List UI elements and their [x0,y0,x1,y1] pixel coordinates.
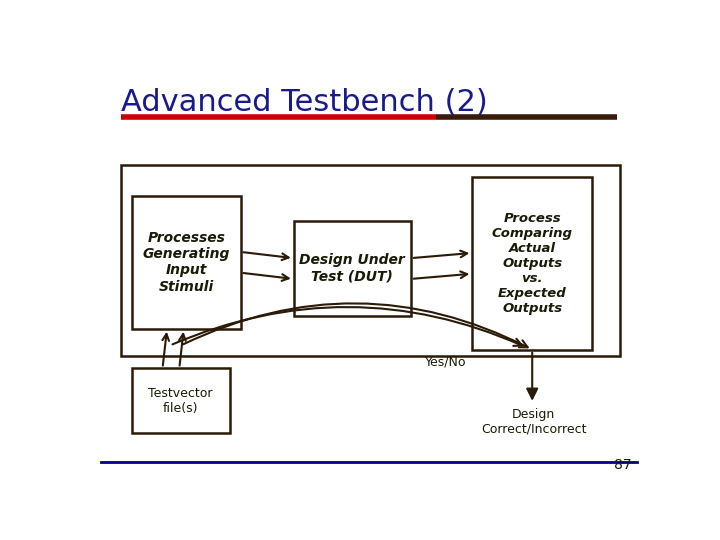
Text: Yes/No: Yes/No [425,356,467,369]
Bar [121,165,620,356]
Bar [294,221,411,316]
Text: Processes
Generating
Input
Stimuli: Processes Generating Input Stimuli [143,231,230,294]
Bar [472,177,593,349]
Text: Advanced Testbench (2): Advanced Testbench (2) [121,87,487,117]
Text: Design Under
Test (DUT): Design Under Test (DUT) [300,253,405,284]
Text: Design
Correct/Incorrect: Design Correct/Incorrect [481,408,586,436]
Bar [132,196,240,329]
Bar [132,368,230,433]
Text: 87: 87 [613,458,631,472]
Text: Process
Comparing
Actual
Outputs
vs.
Expected
Outputs: Process Comparing Actual Outputs vs. Exp… [492,212,572,315]
Text: Testvector
file(s): Testvector file(s) [148,387,213,415]
